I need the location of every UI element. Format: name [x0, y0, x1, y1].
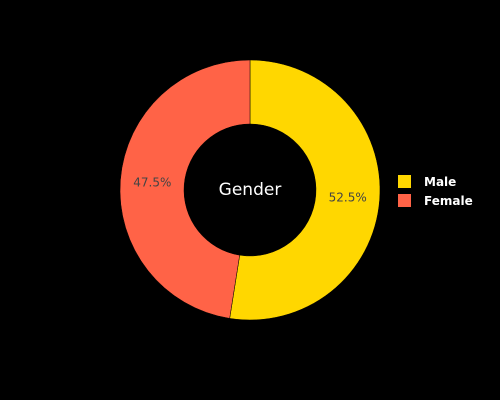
- legend-item-male[interactable]: Male: [398, 172, 473, 191]
- slice-label-female: 47.5%: [133, 175, 171, 189]
- legend-label-female: Female: [424, 193, 473, 208]
- slice-female[interactable]: [119, 59, 251, 319]
- legend: Male Female: [398, 172, 473, 210]
- legend-item-female[interactable]: Female: [398, 191, 473, 210]
- slice-label-male: 52.5%: [329, 191, 367, 205]
- chart-title: Gender: [219, 180, 282, 200]
- legend-swatch-female: [398, 194, 411, 207]
- slice-male[interactable]: [229, 59, 381, 321]
- legend-label-male: Male: [424, 174, 457, 189]
- legend-swatch-male: [398, 175, 411, 188]
